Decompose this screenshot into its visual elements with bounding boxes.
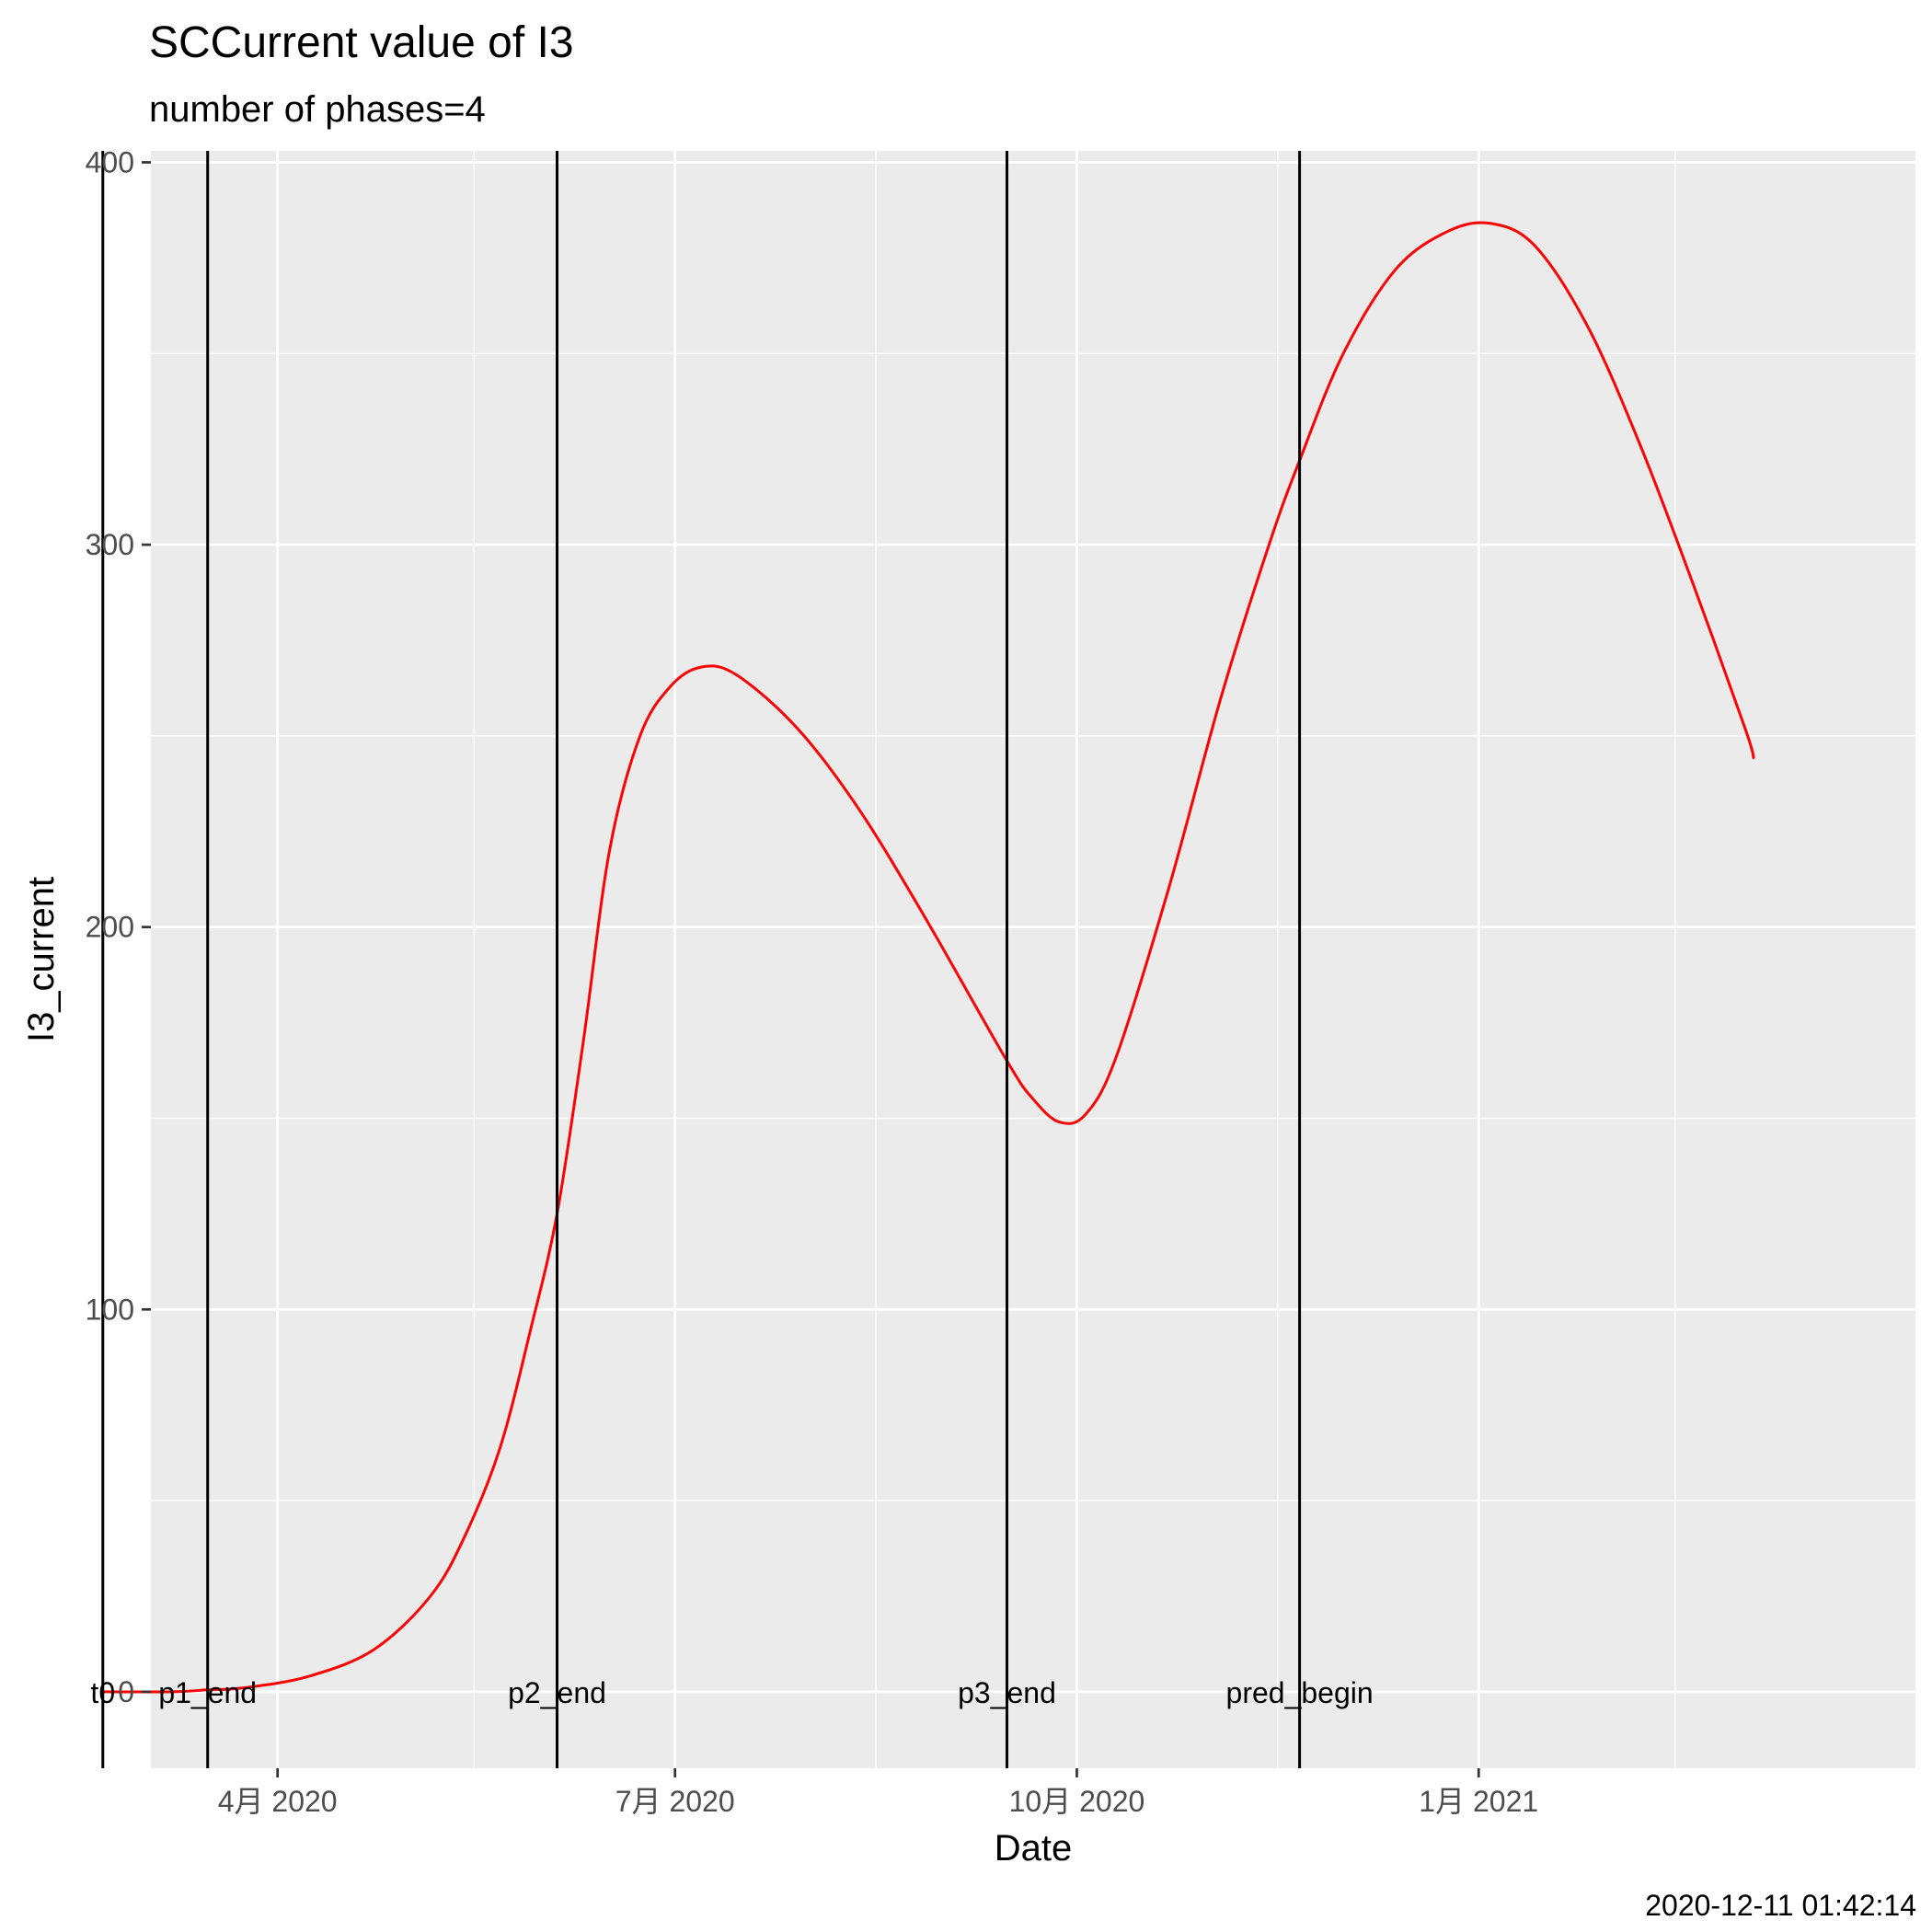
chart-title: SCCurrent value of I3 bbox=[149, 18, 574, 67]
x-tick-label: 10月 2020 bbox=[1009, 1785, 1145, 1818]
phase-label: t0 bbox=[90, 1676, 115, 1709]
x-axis: 4月 2020 7月 2020 10月 2020 1月 2021 bbox=[218, 1768, 1538, 1818]
phase-lines bbox=[101, 151, 1302, 1768]
phase-label: p1_end bbox=[158, 1676, 257, 1709]
x-tick-label: 7月 2020 bbox=[615, 1785, 735, 1818]
chart-caption: 2020-12-11 01:42:14 bbox=[1645, 1889, 1916, 1922]
y-tick-label: 300 bbox=[86, 528, 134, 561]
phase-labels: t0 p1_end p2_end p3_end pred_begin bbox=[90, 1676, 1373, 1709]
phase-label: pred_begin bbox=[1226, 1676, 1374, 1709]
y-tick-label: 400 bbox=[86, 145, 134, 178]
y-tick-label: 0 bbox=[118, 1675, 134, 1708]
y-axis-title: I3_current bbox=[21, 877, 62, 1042]
series-layer bbox=[102, 221, 1755, 1694]
chart-subtitle: number of phases=4 bbox=[149, 89, 486, 130]
y-tick-label: 200 bbox=[86, 911, 134, 944]
phase-label: p2_end bbox=[508, 1676, 606, 1709]
series-line bbox=[102, 221, 1755, 1694]
y-axis: 0 100 200 300 400 bbox=[86, 145, 151, 1708]
plot-panel bbox=[151, 151, 1915, 1768]
phase-label: p3_end bbox=[958, 1676, 1056, 1709]
x-axis-title: Date bbox=[995, 1828, 1073, 1869]
major-gridlines bbox=[151, 151, 1915, 1768]
x-tick-label: 4月 2020 bbox=[218, 1785, 338, 1818]
y-tick-label: 100 bbox=[86, 1293, 134, 1326]
minor-gridlines bbox=[75, 151, 1915, 1768]
x-tick-label: 1月 2021 bbox=[1419, 1785, 1538, 1818]
